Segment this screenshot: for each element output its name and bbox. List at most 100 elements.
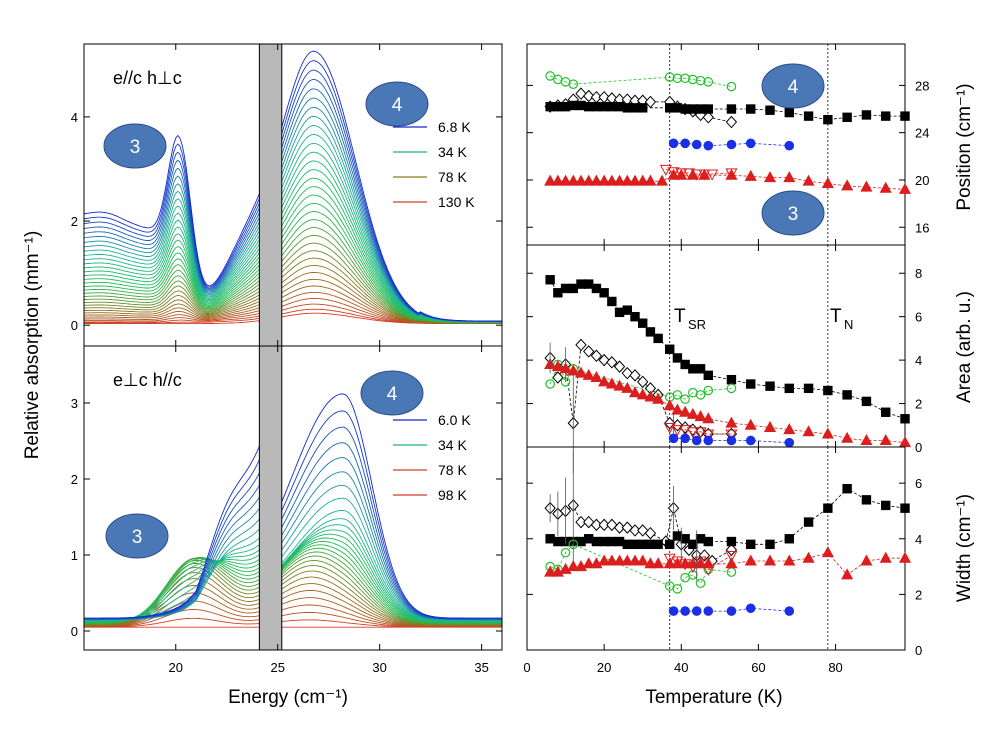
point-red-open-triangle bbox=[667, 167, 680, 179]
tn-subscript: N bbox=[844, 317, 853, 332]
legend-label: 6.0 K bbox=[438, 412, 471, 428]
point-black-square bbox=[861, 495, 872, 505]
point-red-triangle bbox=[598, 174, 611, 186]
point-black-square bbox=[784, 107, 794, 118]
point-black-square bbox=[553, 536, 563, 547]
point-blue-circle bbox=[726, 435, 737, 446]
point-black-square bbox=[622, 305, 632, 315]
spectrum-curve bbox=[84, 297, 260, 316]
spectrum-curve bbox=[84, 252, 260, 306]
point-red-triangle bbox=[636, 174, 649, 186]
legend-label: 34 K bbox=[438, 144, 467, 160]
point-black-square bbox=[861, 396, 872, 407]
y-tick-label: 6 bbox=[915, 476, 922, 491]
point-red-triangle bbox=[598, 375, 611, 387]
y-tick-label: 8 bbox=[915, 266, 922, 281]
point-black-square bbox=[695, 364, 706, 374]
point-red-triangle bbox=[725, 557, 738, 569]
point-black-square bbox=[881, 500, 891, 511]
point-blue-circle bbox=[668, 138, 679, 149]
point-red-triangle bbox=[628, 554, 642, 566]
spectrum-curve bbox=[84, 280, 260, 312]
spectrum-curve bbox=[281, 524, 502, 622]
point-red-triangle bbox=[613, 554, 626, 566]
point-black-open-diamond bbox=[698, 549, 711, 562]
point-black-square bbox=[861, 110, 872, 120]
point-black-square bbox=[842, 390, 852, 400]
point-black-square bbox=[645, 327, 656, 337]
x-tick-label: 40 bbox=[674, 660, 688, 675]
point-black-square bbox=[614, 101, 625, 112]
point-red-triangle bbox=[763, 420, 777, 432]
point-red-open-triangle bbox=[694, 427, 707, 439]
y-tick-label: 4 bbox=[71, 110, 78, 125]
spectrum-curve bbox=[84, 285, 260, 313]
point-red-triangle bbox=[644, 174, 657, 186]
point-red-triangle bbox=[652, 557, 665, 569]
point-black-square bbox=[568, 100, 578, 111]
point-red-triangle bbox=[652, 392, 665, 404]
point-red-triangle bbox=[783, 554, 796, 566]
point-black-square bbox=[545, 275, 555, 285]
spectrum-curve bbox=[281, 393, 502, 619]
point-black-square bbox=[703, 104, 713, 114]
point-red-open-triangle bbox=[671, 556, 684, 568]
spectrum-curve bbox=[84, 219, 260, 300]
point-red-triangle bbox=[879, 433, 892, 445]
y-axis-label-absorption: Relative absorption (mm⁻¹) bbox=[22, 231, 43, 460]
point-red-open-triangle bbox=[706, 169, 719, 181]
point-red-open-triangle bbox=[659, 164, 672, 176]
point-black-open-diamond bbox=[598, 518, 610, 532]
point-blue-circle bbox=[703, 435, 714, 446]
point-green-open-circle bbox=[726, 383, 737, 394]
point-black-open-diamond bbox=[606, 356, 618, 369]
point-red-triangle bbox=[582, 174, 595, 186]
point-red-triangle bbox=[551, 174, 564, 186]
mode-badge-4-ellipse bbox=[365, 81, 429, 127]
point-black-open-diamond bbox=[552, 371, 564, 384]
point-red-triangle bbox=[802, 425, 815, 437]
point-black-square bbox=[553, 101, 563, 112]
point-black-square bbox=[665, 344, 675, 354]
point-black-square bbox=[672, 103, 683, 113]
gap-band bbox=[258, 345, 283, 651]
point-red-open-triangle bbox=[694, 556, 707, 568]
point-red-triangle bbox=[574, 366, 588, 378]
spectrum-curve bbox=[84, 183, 260, 294]
tsr-label: T bbox=[674, 306, 686, 327]
spectrum-curve bbox=[84, 485, 260, 620]
point-black-square bbox=[823, 114, 833, 125]
point-black-square bbox=[823, 503, 833, 513]
point-green-open-circle bbox=[703, 385, 714, 396]
point-black-square bbox=[680, 104, 690, 114]
point-black-square bbox=[680, 534, 690, 544]
point-red-triangle bbox=[725, 416, 738, 428]
point-red-triangle bbox=[644, 390, 657, 402]
point-blue-circle bbox=[703, 606, 714, 616]
y-tick-label: 2 bbox=[71, 472, 78, 487]
x-tick-label: 35 bbox=[474, 660, 488, 675]
point-black-square bbox=[803, 517, 814, 527]
mode-badge-4: 4 bbox=[788, 77, 799, 98]
spectrum-curve bbox=[84, 315, 260, 323]
point-red-triangle bbox=[644, 557, 657, 569]
point-red-triangle bbox=[605, 377, 618, 389]
point-blue-circle bbox=[784, 437, 795, 448]
spectrum-curve bbox=[84, 317, 260, 324]
spectrum-curve bbox=[84, 198, 260, 297]
mode-badge-4: 4 bbox=[387, 384, 398, 405]
y-tick-label: 0 bbox=[915, 440, 922, 455]
point-red-triangle bbox=[567, 174, 580, 186]
point-red-triangle bbox=[821, 176, 834, 189]
legend-label: 130 K bbox=[438, 194, 475, 210]
spectrum-curve bbox=[84, 294, 260, 315]
spectrum-curve bbox=[84, 175, 260, 293]
point-red-open-triangle bbox=[686, 427, 699, 439]
point-black-square bbox=[803, 383, 814, 394]
point-black-square bbox=[614, 307, 625, 318]
point-red-triangle bbox=[582, 557, 595, 569]
point-red-open-triangle bbox=[682, 168, 696, 180]
point-black-square bbox=[653, 333, 663, 344]
point-black-square bbox=[900, 111, 910, 121]
